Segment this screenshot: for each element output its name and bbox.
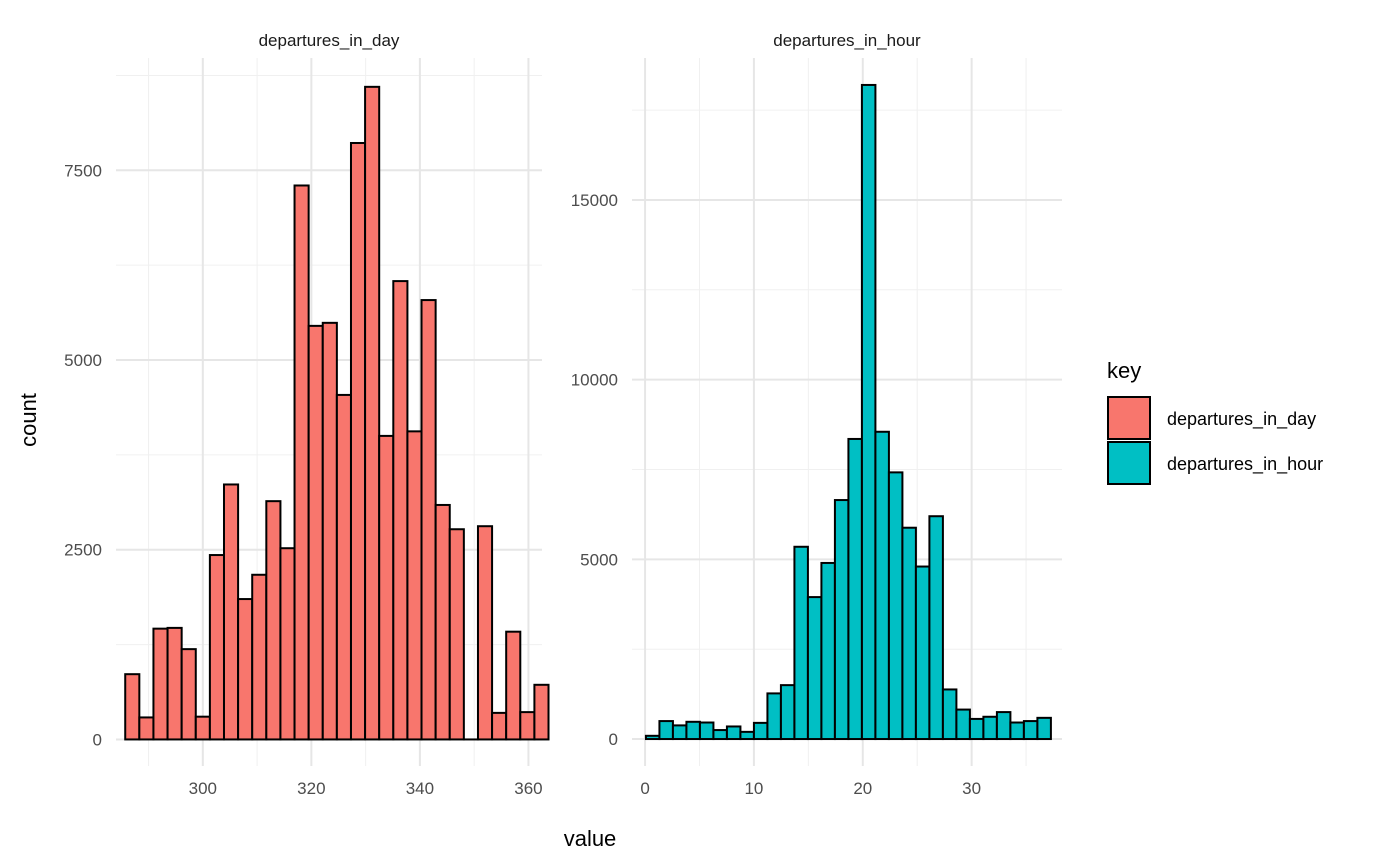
histogram-bar bbox=[685, 720, 701, 741]
histogram-bar bbox=[406, 430, 423, 741]
histogram-bar bbox=[265, 500, 282, 741]
panel-title: departures_in_hour bbox=[773, 31, 921, 50]
histogram-bar bbox=[1022, 720, 1039, 741]
histogram-bar bbox=[505, 630, 522, 741]
histogram-bar bbox=[222, 483, 240, 741]
legend-label: departures_in_hour bbox=[1167, 454, 1323, 475]
x-tick-label: 360 bbox=[514, 779, 542, 798]
y-tick-label: 5000 bbox=[64, 351, 102, 370]
histogram-bar bbox=[995, 711, 1012, 741]
histogram-bar bbox=[982, 715, 998, 741]
histogram-bar bbox=[378, 434, 395, 741]
histogram-bar bbox=[476, 525, 494, 741]
histogram-bar bbox=[806, 596, 823, 741]
histogram-bar bbox=[180, 648, 197, 741]
histogram-bar bbox=[874, 430, 890, 741]
histogram-bar bbox=[779, 684, 796, 741]
panel-departures-in-day: departures_in_day 0 2500 5000 7500 300 320 340 3… bbox=[64, 31, 550, 798]
legend-swatch bbox=[1107, 441, 1151, 485]
histogram-bar bbox=[752, 721, 769, 741]
histogram-bar bbox=[671, 724, 688, 741]
histogram-bar bbox=[968, 717, 985, 741]
histogram-bar bbox=[491, 711, 508, 741]
histogram-bar bbox=[434, 503, 451, 741]
histogram-bar bbox=[533, 683, 550, 741]
histogram-bar bbox=[519, 711, 536, 741]
panel-departures-in-hour: departures_in_hour 0 5000 10000 15000 0 10 20 30 bbox=[571, 31, 1062, 798]
histogram-bar bbox=[293, 184, 310, 741]
y-tick-label: 5000 bbox=[580, 550, 618, 569]
histogram-bar bbox=[237, 598, 254, 741]
histogram-bar bbox=[420, 299, 437, 741]
histogram-bar bbox=[208, 554, 225, 741]
histogram-bar bbox=[860, 83, 877, 741]
histogram-bar bbox=[364, 85, 381, 741]
x-tick-label: 30 bbox=[962, 779, 981, 798]
histogram-bar bbox=[251, 573, 268, 741]
histogram-bar bbox=[725, 725, 742, 741]
histogram-bar bbox=[1009, 721, 1025, 741]
histogram-bar bbox=[793, 545, 809, 741]
histogram-bar bbox=[279, 547, 296, 741]
histogram-bar bbox=[712, 729, 728, 741]
histogram-bar bbox=[644, 734, 661, 741]
histogram-bar bbox=[166, 626, 183, 741]
histogram-bar bbox=[847, 437, 863, 741]
panel-title: departures_in_day bbox=[259, 31, 400, 50]
histogram-bar bbox=[392, 280, 409, 741]
x-tick-label: 340 bbox=[406, 779, 434, 798]
histogram-bar bbox=[941, 688, 958, 741]
x-tick-label: 300 bbox=[189, 779, 217, 798]
histogram-bar bbox=[138, 716, 155, 741]
y-tick-label: 7500 bbox=[64, 161, 102, 180]
y-axis-title: count bbox=[16, 393, 41, 447]
histogram-bar bbox=[914, 565, 931, 741]
histogram-bar bbox=[928, 515, 944, 741]
histogram-bar bbox=[335, 393, 352, 741]
histogram-bar bbox=[833, 499, 850, 741]
histogram-bar bbox=[739, 730, 755, 741]
histogram-bar bbox=[1036, 716, 1052, 741]
histogram-bar bbox=[901, 526, 917, 741]
x-tick-label: 320 bbox=[297, 779, 325, 798]
y-tick-label: 15000 bbox=[571, 191, 618, 210]
histogram-bar bbox=[766, 692, 782, 741]
y-tick-label: 0 bbox=[609, 730, 618, 749]
x-axis-title: value bbox=[564, 826, 617, 851]
legend-swatch bbox=[1107, 396, 1151, 440]
histogram-bar bbox=[152, 627, 169, 741]
legend: key departures_in_day departures_in_hour bbox=[1107, 358, 1323, 485]
legend-title: key bbox=[1107, 358, 1141, 383]
y-tick-label: 0 bbox=[93, 730, 102, 749]
legend-label: departures_in_day bbox=[1167, 409, 1316, 430]
histogram-bar bbox=[448, 528, 465, 741]
histogram-bar bbox=[124, 673, 141, 741]
x-tick-label: 10 bbox=[744, 779, 763, 798]
histogram-bar bbox=[955, 708, 971, 741]
x-tick-label: 20 bbox=[853, 779, 872, 798]
histogram-bar bbox=[307, 324, 324, 741]
histogram-bar bbox=[349, 141, 367, 741]
histogram-bar bbox=[321, 321, 338, 741]
x-tick-label: 0 bbox=[640, 779, 649, 798]
histogram-bar bbox=[820, 561, 836, 741]
y-tick-label: 2500 bbox=[64, 541, 102, 560]
histogram-bar bbox=[698, 721, 715, 741]
histogram-bar bbox=[194, 715, 211, 741]
histogram-bar bbox=[887, 471, 904, 741]
y-tick-label: 10000 bbox=[571, 371, 618, 390]
histogram-bar bbox=[658, 720, 674, 741]
